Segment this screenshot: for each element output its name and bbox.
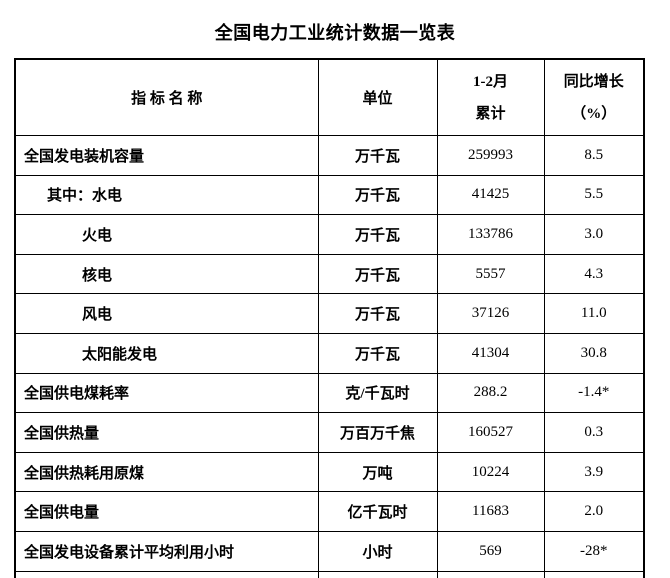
table-row: 火电 万千瓦 133786 3.0 [14, 214, 645, 255]
indicator-cell: 太阳能发电 [14, 332, 319, 374]
yoy-cell: -28* [543, 530, 645, 572]
value-cell: 259993 [436, 135, 545, 176]
value-cell: 569 [436, 530, 545, 572]
page-title: 全国电力工业统计数据一览表 [214, 23, 456, 43]
indicator-cell: 全国供电煤耗率 [14, 372, 319, 414]
table-row-partial [14, 570, 645, 578]
unit-cell: 万千瓦 [317, 293, 438, 334]
value-cell: 37126 [436, 293, 545, 334]
table-row: 太阳能发电 万千瓦 41304 30.8 [14, 332, 645, 374]
table-row: 全国发电装机容量 万千瓦 259993 8.5 [14, 135, 645, 176]
yoy-cell [543, 570, 645, 578]
col-header-yoy-line2: （%） [571, 105, 617, 122]
table-row: 其中：水电 万千瓦 41425 5.5 [14, 174, 645, 216]
col-header-period: 1-2月 累计 [436, 58, 545, 136]
unit-cell: 万百万千焦 [317, 412, 438, 453]
unit-cell: 亿千瓦时 [317, 491, 438, 532]
yoy-cell: 8.5 [543, 135, 645, 176]
indicator-cell: 核电 [14, 253, 319, 295]
table-row: 全国供热量 万百万千焦 160527 0.3 [14, 412, 645, 453]
unit-cell [317, 570, 438, 578]
yoy-cell: 3.0 [543, 214, 645, 255]
yoy-cell: -1.4* [543, 372, 645, 414]
unit-cell: 小时 [317, 530, 438, 572]
value-cell: 5557 [436, 253, 545, 295]
yoy-cell: 5.5 [543, 174, 645, 216]
value-cell: 10224 [436, 451, 545, 493]
indicator-cell: 其中：水电 [14, 174, 319, 216]
indicator-cell: 全国供电量 [14, 491, 319, 532]
indicator-cell: 全国发电装机容量 [14, 135, 319, 176]
unit-cell: 万千瓦 [317, 135, 438, 176]
yoy-cell: 4.3 [543, 253, 645, 295]
unit-cell: 万千瓦 [317, 174, 438, 216]
table-row: 全国发电设备累计平均利用小时 小时 569 -28* [14, 530, 645, 572]
unit-cell: 克/千瓦时 [317, 372, 438, 414]
unit-cell: 万千瓦 [317, 332, 438, 374]
value-cell [436, 570, 545, 578]
table-row: 全国供热耗用原煤 万吨 10224 3.9 [14, 451, 645, 493]
value-cell: 41304 [436, 332, 545, 374]
indicator-cell: 全国供热耗用原煤 [14, 451, 319, 493]
col-header-period-line2: 累计 [475, 105, 506, 122]
col-header-indicator: 指 标 名 称 [14, 58, 319, 136]
table-row: 核电 万千瓦 5557 4.3 [14, 253, 645, 295]
table-row: 全国供电煤耗率 克/千瓦时 288.2 -1.4* [14, 372, 645, 414]
indicator-cell: 全国发电设备累计平均利用小时 [14, 530, 319, 572]
value-cell: 133786 [436, 214, 545, 255]
unit-cell: 万吨 [317, 451, 438, 493]
unit-cell: 万千瓦 [317, 253, 438, 295]
unit-cell: 万千瓦 [317, 214, 438, 255]
value-cell: 160527 [436, 412, 545, 453]
header-row: 指 标 名 称 单位 1-2月 累计 同比增长 （%） [14, 58, 645, 136]
indicator-cell [14, 570, 319, 578]
col-header-unit: 单位 [317, 58, 438, 136]
col-header-yoy: 同比增长 （%） [543, 58, 645, 136]
value-cell: 11683 [436, 491, 545, 532]
indicator-cell: 风电 [14, 293, 319, 334]
col-header-period-line1: 1-2月 [473, 73, 508, 90]
table-row: 风电 万千瓦 37126 11.0 [14, 293, 645, 334]
yoy-cell: 0.3 [543, 412, 645, 453]
indicator-cell: 全国供热量 [14, 412, 319, 453]
value-cell: 288.2 [436, 372, 545, 414]
value-cell: 41425 [436, 174, 545, 216]
yoy-cell: 2.0 [543, 491, 645, 532]
yoy-cell: 30.8 [543, 332, 645, 374]
yoy-cell: 11.0 [543, 293, 645, 334]
indicator-cell: 火电 [14, 214, 319, 255]
table-row: 全国供电量 亿千瓦时 11683 2.0 [14, 491, 645, 532]
col-header-yoy-line1: 同比增长 [563, 73, 624, 90]
statistics-table: 指 标 名 称 单位 1-2月 累计 同比增长 （%） 全国发电装机容量 万千瓦… [14, 58, 645, 578]
yoy-cell: 3.9 [543, 451, 645, 493]
